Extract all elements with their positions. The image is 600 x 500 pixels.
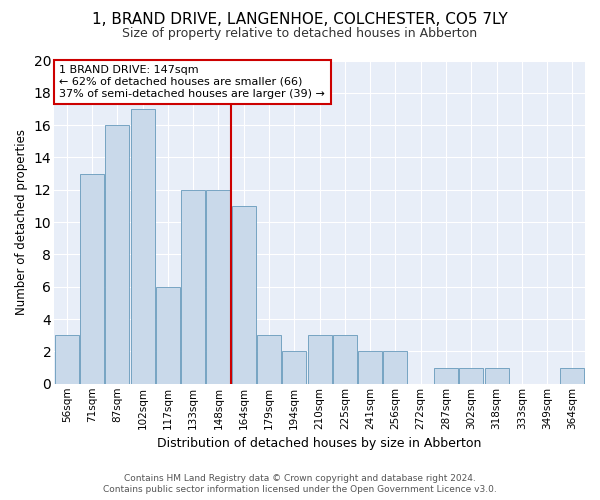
Bar (333, 336, 357, 384)
Bar (55, 336, 79, 384)
Bar (257, 336, 281, 384)
Bar (232, 206, 256, 384)
Bar (434, 368, 458, 384)
Bar (282, 352, 306, 384)
Bar (485, 368, 509, 384)
Bar (131, 109, 155, 384)
Bar (156, 287, 180, 384)
Bar (105, 125, 129, 384)
Text: 1, BRAND DRIVE, LANGENHOE, COLCHESTER, CO5 7LY: 1, BRAND DRIVE, LANGENHOE, COLCHESTER, C… (92, 12, 508, 28)
Bar (206, 190, 230, 384)
Y-axis label: Number of detached properties: Number of detached properties (15, 129, 28, 315)
Bar (459, 368, 483, 384)
Text: 1 BRAND DRIVE: 147sqm
← 62% of detached houses are smaller (66)
37% of semi-deta: 1 BRAND DRIVE: 147sqm ← 62% of detached … (59, 66, 325, 98)
Text: Size of property relative to detached houses in Abberton: Size of property relative to detached ho… (122, 28, 478, 40)
Text: Contains HM Land Registry data © Crown copyright and database right 2024.
Contai: Contains HM Land Registry data © Crown c… (103, 474, 497, 494)
Bar (560, 368, 584, 384)
Bar (181, 190, 205, 384)
Bar (80, 174, 104, 384)
Bar (308, 336, 332, 384)
Bar (358, 352, 382, 384)
Bar (383, 352, 407, 384)
X-axis label: Distribution of detached houses by size in Abberton: Distribution of detached houses by size … (157, 437, 482, 450)
